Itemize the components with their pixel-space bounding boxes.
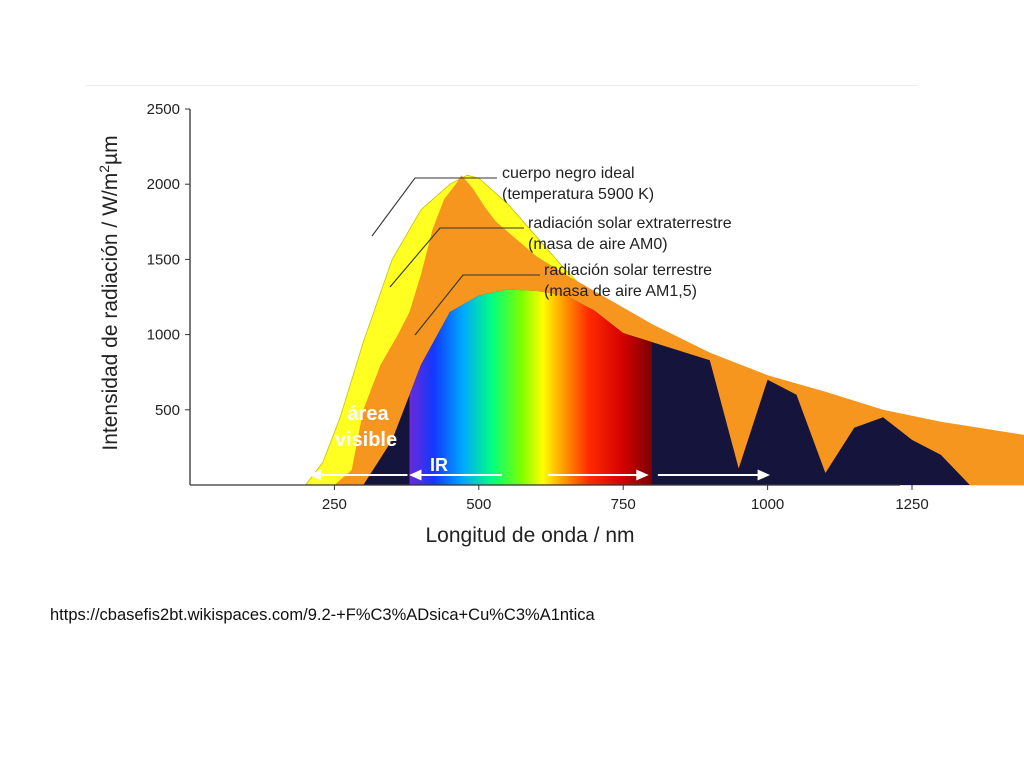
am0-leader-line (389, 227, 524, 288)
y-axis-title: Intensidad de radiación / W/m2µm (96, 135, 122, 450)
y-tick-label: 2500 (147, 101, 180, 118)
am0-label-line2: (masa de aire AM0) (528, 236, 668, 253)
region-arrow-head (308, 469, 322, 481)
blackbody-label-line1: cuerpo negro ideal (502, 165, 635, 182)
y-tick-label: 500 (155, 402, 180, 419)
solar-spectrum-chart: 250500750100012501500175020002250 500100… (96, 101, 1024, 547)
visible-label-line2: visible (335, 429, 397, 451)
blackbody-leader-line (371, 177, 497, 237)
ir-label: IR (430, 455, 448, 475)
x-tick-label: 500 (466, 496, 491, 513)
x-axis-title: Longitud de onda / nm (426, 524, 635, 547)
top-divider (85, 85, 917, 86)
am15-leader-line (414, 274, 540, 336)
spectrum-areas (304, 174, 1024, 486)
y-tick-label: 2000 (147, 176, 180, 193)
am15-label-line2: (masa de aire AM1,5) (544, 283, 697, 300)
source-url: https://cbasefis2bt.wikispaces.com/9.2-+… (50, 606, 595, 624)
y-axis-title-unit: µm (99, 135, 122, 165)
y-axis-title-main: Intensidad de radiación / W/m (99, 173, 122, 451)
y-tick-label: 1000 (147, 327, 180, 344)
region-arrow-head (636, 469, 649, 481)
region-arrow-head (757, 469, 771, 481)
visible-band-area (409, 289, 653, 485)
region-arrows (308, 469, 771, 481)
x-tick-label: 750 (611, 496, 636, 513)
y-axis-ticks: 500 1000 1500 2000 2500 (147, 101, 190, 419)
x-axis-ticks: 250500750100012501500175020002250 (322, 485, 929, 513)
blackbody-label-line2: (temperatura 5900 K) (502, 186, 654, 203)
y-tick-label: 1500 (147, 251, 180, 268)
x-tick-label: 1250 (895, 496, 928, 513)
am0-label-line1: radiación solar extraterrestre (528, 215, 732, 232)
uv-label: UV (267, 455, 292, 475)
x-tick-label: 250 (322, 496, 347, 513)
x-tick-label: 1000 (751, 496, 784, 513)
region-arrow-head (409, 469, 422, 481)
visible-label-line1: área (347, 403, 389, 425)
am15-label-line1: radiación solar terrestre (544, 262, 712, 279)
chart-annotations: cuerpo negro ideal (temperatura 5900 K) … (267, 165, 771, 481)
axes: 250500750100012501500175020002250 500100… (147, 101, 929, 513)
y-axis-title-superscript: 2 (96, 165, 112, 173)
